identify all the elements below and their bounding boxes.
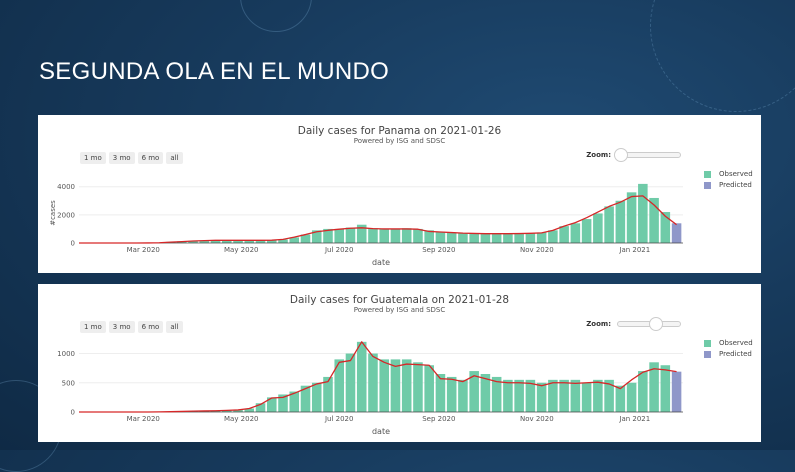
observed-bar [514, 234, 524, 243]
observed-bar [379, 229, 389, 243]
observed-bar [346, 228, 356, 243]
x-axis-label: date [372, 258, 390, 267]
observed-bar [402, 228, 412, 243]
observed-bar [537, 383, 547, 412]
observed-bar [616, 386, 626, 412]
predicted-bar [672, 223, 682, 243]
observed-bar [447, 377, 457, 412]
observed-bar [571, 380, 581, 412]
x-tick-label: Nov 2020 [520, 246, 554, 254]
observed-bar [436, 232, 446, 243]
observed-bar [368, 354, 378, 412]
observed-bar [379, 359, 389, 412]
observed-bar [436, 374, 446, 412]
observed-bar [627, 192, 637, 243]
observed-bar [458, 233, 468, 243]
x-tick-label: May 2020 [224, 246, 259, 254]
observed-bar [616, 201, 626, 243]
observed-bar [559, 380, 569, 412]
observed-bar [391, 359, 401, 412]
decorative-circle [650, 0, 795, 112]
observed-bar [582, 383, 592, 412]
observed-bar [402, 359, 412, 412]
observed-bar [593, 213, 603, 243]
x-tick-label: Jan 2021 [618, 246, 650, 254]
observed-bar [514, 380, 524, 412]
x-tick-label: Mar 2020 [127, 415, 160, 423]
observed-bar [638, 371, 648, 412]
y-tick-label: 4000 [57, 183, 75, 191]
observed-bar [368, 228, 378, 243]
observed-bar [469, 233, 479, 243]
observed-bar [537, 232, 547, 243]
observed-bar [312, 383, 322, 412]
y-axis-label: #cases [49, 200, 57, 226]
observed-bar [548, 380, 558, 412]
observed-bar [413, 229, 423, 243]
predicted-bar [672, 372, 682, 412]
decorative-circle [240, 0, 312, 32]
observed-bar [447, 232, 457, 243]
observed-bar [526, 233, 536, 243]
plot-area: 0 500 1000 Mar 2020 May 2020 Jul 2020 Sep 2020… [38, 284, 761, 442]
x-tick-label: Jan 2021 [618, 415, 650, 423]
observed-bar [661, 365, 671, 412]
observed-bar [357, 342, 367, 412]
y-tick-label: 1000 [57, 350, 75, 358]
observed-bar [334, 229, 344, 243]
x-tick-label: Mar 2020 [127, 246, 160, 254]
observed-bar [571, 223, 581, 243]
observed-bar [481, 234, 491, 243]
y-tick-label: 2000 [57, 211, 75, 219]
observed-bar [593, 380, 603, 412]
observed-bar [604, 206, 614, 243]
x-tick-label: Nov 2020 [520, 415, 554, 423]
observed-bar [492, 234, 502, 243]
observed-bar [458, 380, 468, 412]
observed-bar [503, 380, 513, 412]
slide-title: SEGUNDA OLA EN EL MUNDO [39, 58, 389, 86]
observed-bar [627, 383, 637, 412]
x-axis-label: date [372, 427, 390, 436]
x-tick-label: May 2020 [224, 415, 259, 423]
y-tick-label: 500 [62, 379, 75, 387]
y-tick-label: 0 [71, 409, 75, 417]
observed-bar [548, 230, 558, 243]
plot-area: 0 2000 4000 Mar 2020 May 2020 Jul 2020 Sep 202… [38, 115, 761, 273]
x-tick-label: Sep 2020 [422, 415, 455, 423]
x-tick-label: Jul 2020 [324, 246, 354, 254]
x-tick-label: Sep 2020 [422, 246, 455, 254]
x-tick-label: Jul 2020 [324, 415, 354, 423]
observed-bar [503, 233, 513, 243]
observed-bar [391, 229, 401, 243]
observed-bar [582, 219, 592, 243]
observed-bar [413, 362, 423, 412]
observed-bar [559, 226, 569, 243]
observed-bar [638, 184, 648, 243]
observed-bar [346, 354, 356, 412]
y-tick-label: 0 [71, 240, 75, 248]
observed-bar [424, 365, 434, 412]
